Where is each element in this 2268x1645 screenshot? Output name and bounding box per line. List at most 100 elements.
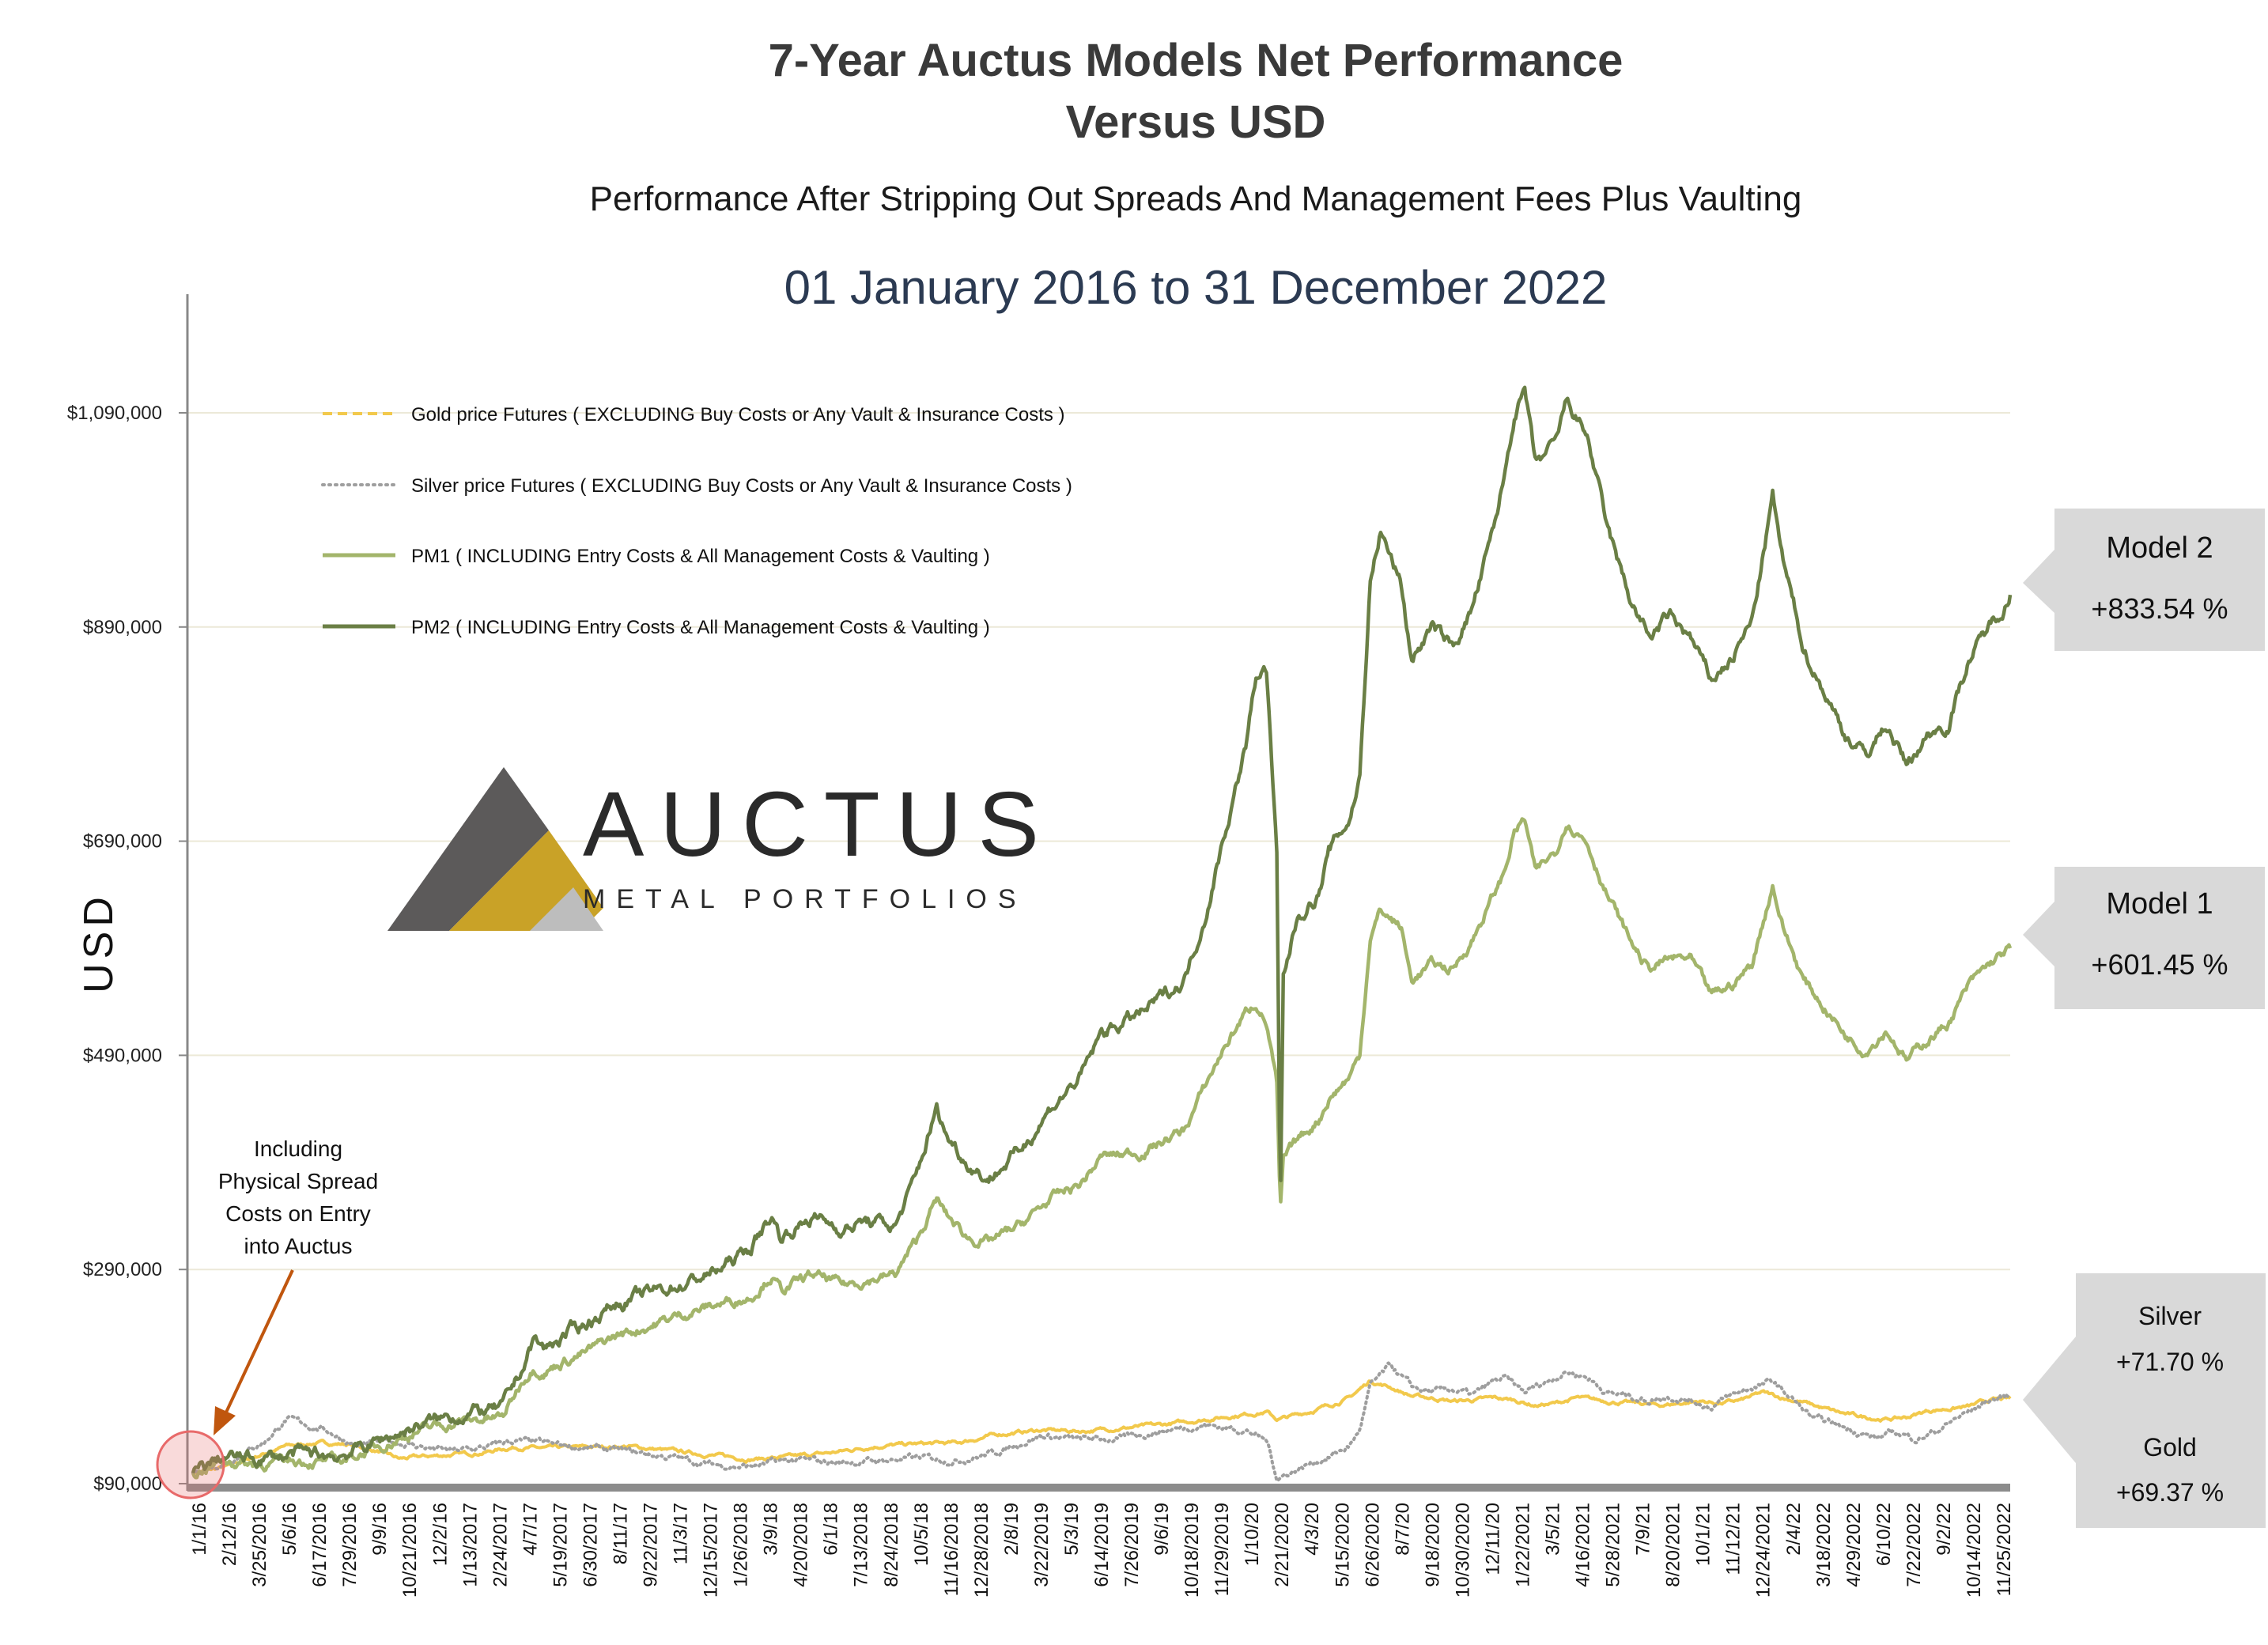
x-tick-label: 12/11/20 xyxy=(1482,1503,1503,1575)
x-tick-label: 8/20/2021 xyxy=(1663,1503,1684,1587)
logo-wordmark: AUCTUS xyxy=(583,773,1055,875)
legend: Gold price Futures ( EXCLUDING Buy Costs… xyxy=(321,404,1072,638)
annotation-line-1: Including xyxy=(254,1136,342,1161)
chart-title-line2: Versus USD xyxy=(1066,96,1326,148)
x-tick-label: 10/5/18 xyxy=(911,1503,932,1566)
x-tick-label: 6/26/2020 xyxy=(1362,1503,1383,1587)
chart-title: 7-Year Auctus Models Net Performance xyxy=(769,35,1624,86)
x-tick-label: 7/22/2022 xyxy=(1903,1503,1925,1587)
callout-model-1-box xyxy=(2054,867,2265,1009)
x-tick-labels: 1/1/16 2/12/16 3/25/2016 5/6/16 6/17/2016 7/2… xyxy=(189,1503,2015,1598)
x-tick-label: 5/15/2020 xyxy=(1332,1503,1353,1587)
x-tick-label: 6/10/22 xyxy=(1873,1503,1895,1566)
x-tick-label: 9/9/16 xyxy=(369,1503,391,1556)
callout-metals-box xyxy=(2076,1273,2266,1528)
x-tick-label: 7/13/2018 xyxy=(851,1503,872,1587)
legend-item-silver: Silver price Futures ( EXCLUDING Buy Cos… xyxy=(411,475,1072,497)
series-line-pm2 xyxy=(191,385,2013,1474)
x-tick-label: 4/16/2021 xyxy=(1573,1503,1594,1587)
x-tick-label: 10/1/21 xyxy=(1693,1503,1714,1566)
x-tick-label: 11/3/17 xyxy=(671,1503,692,1564)
x-tick-label: 6/1/18 xyxy=(821,1503,842,1556)
x-tick-label: 2/21/2020 xyxy=(1272,1503,1293,1587)
x-tick-label: 9/22/2017 xyxy=(641,1503,662,1587)
annotation-line-3: Costs on Entry xyxy=(225,1201,371,1226)
legend-item-pm1: PM1 ( INCLUDING Entry Costs & All Manage… xyxy=(411,546,990,567)
x-tick-label: 7/26/2019 xyxy=(1121,1503,1143,1587)
callout-model-2: Model 2 +833.54 % xyxy=(2023,509,2265,651)
x-tick-label: 7/29/2016 xyxy=(339,1503,361,1587)
series-lines xyxy=(191,385,2013,1483)
series-line-pm1 xyxy=(191,817,2013,1480)
x-tick-label: 1/10/20 xyxy=(1242,1503,1263,1566)
x-tick-label: 5/28/2021 xyxy=(1603,1503,1624,1587)
auctus-logo: AUCTUS METAL PORTFOLIOS xyxy=(387,767,1055,931)
x-tick-label: 3/22/2019 xyxy=(1031,1503,1053,1587)
x-tick-label: 8/24/2018 xyxy=(881,1503,902,1587)
callout-model-1-title: Model 1 xyxy=(2106,887,2213,921)
x-tick-label: 12/2/16 xyxy=(429,1503,451,1566)
x-tick-label: 1/22/2021 xyxy=(1512,1503,1533,1587)
x-tick-label: 10/30/2020 xyxy=(1452,1503,1473,1598)
annotation-line-4: into Auctus xyxy=(244,1234,353,1258)
x-tick-label: 3/5/21 xyxy=(1543,1503,1564,1556)
legend-item-gold: Gold price Futures ( EXCLUDING Buy Costs… xyxy=(411,404,1065,425)
callout-silver-title: Silver xyxy=(2138,1302,2202,1330)
x-tick-label: 11/29/2019 xyxy=(1211,1503,1233,1596)
x-tick-label: 8/11/17 xyxy=(610,1503,631,1564)
x-tick-label: 11/25/2022 xyxy=(1994,1503,2015,1596)
y-tick-labels: $90,000 $290,000 $490,000 $690,000 $890,000 $… xyxy=(67,403,162,1495)
legend-item-pm2: PM2 ( INCLUDING Entry Costs & All Manage… xyxy=(411,617,990,638)
logo-tagline: METAL PORTFOLIOS xyxy=(583,884,1027,914)
x-tick-label: 7/9/21 xyxy=(1633,1503,1654,1556)
x-tick-label: 5/19/2017 xyxy=(550,1503,571,1587)
callout-model-2-box xyxy=(2054,509,2265,651)
x-tick-label: 10/18/2019 xyxy=(1181,1503,1203,1598)
callout-silver-value: +71.70 % xyxy=(2116,1348,2224,1376)
x-tick-label: 9/6/19 xyxy=(1151,1503,1173,1556)
callout-model-2-title: Model 2 xyxy=(2106,531,2213,565)
callout-model-1-value: +601.45 % xyxy=(2091,948,2228,981)
x-tick-label: 4/7/17 xyxy=(520,1503,541,1556)
y-tick-label: $690,000 xyxy=(83,831,162,853)
annotation-arrow xyxy=(223,1269,294,1416)
x-tick-label: 11/16/2018 xyxy=(941,1503,962,1596)
callout-model-1-arrow xyxy=(2023,902,2054,966)
y-tick-label: $90,000 xyxy=(93,1473,162,1495)
x-tick-label: 2/24/2017 xyxy=(490,1503,511,1587)
callout-gold-title: Gold xyxy=(2143,1433,2197,1462)
x-tick-label: 1/1/16 xyxy=(189,1503,210,1556)
x-tick-label: 10/14/2022 xyxy=(1964,1503,1985,1598)
x-tick-label: 2/4/22 xyxy=(1783,1503,1805,1556)
grid-lines xyxy=(179,412,2010,1484)
x-tick-label: 12/24/2021 xyxy=(1753,1503,1775,1598)
y-tick-label: $490,000 xyxy=(83,1045,162,1066)
callout-metals-arrow xyxy=(2023,1337,2076,1463)
logo-triangle-dark xyxy=(387,767,549,931)
y-tick-label: $1,090,000 xyxy=(67,403,162,424)
chart-subtitle: Performance After Stripping Out Spreads … xyxy=(590,180,1802,218)
x-tick-label: 4/29/2022 xyxy=(1843,1503,1865,1587)
x-tick-label: 4/3/20 xyxy=(1302,1503,1323,1556)
annotation-arrowhead xyxy=(214,1406,236,1435)
y-tick-label: $290,000 xyxy=(83,1259,162,1280)
x-tick-label: 10/21/2016 xyxy=(399,1503,421,1598)
x-tick-label: 2/8/19 xyxy=(1001,1503,1022,1556)
x-tick-label: 1/26/2018 xyxy=(731,1503,752,1587)
x-tick-label: 11/12/21 xyxy=(1723,1503,1744,1575)
x-tick-label: 6/14/2019 xyxy=(1091,1503,1113,1587)
callout-gold-value: +69.37 % xyxy=(2116,1478,2224,1507)
x-tick-label: 9/2/22 xyxy=(1933,1503,1955,1556)
callout-model-1: Model 1 +601.45 % xyxy=(2023,867,2265,1009)
x-tick-label: 3/25/2016 xyxy=(249,1503,270,1587)
x-tick-label: 9/18/2020 xyxy=(1422,1503,1443,1587)
x-tick-label: 5/6/16 xyxy=(279,1503,301,1556)
callout-model-2-value: +833.54 % xyxy=(2091,592,2228,625)
series-line-gold-price-futures xyxy=(192,1379,2012,1475)
y-axis-label: USD xyxy=(76,892,122,993)
callout-model-2-arrow xyxy=(2023,550,2054,613)
x-tick-label: 2/12/16 xyxy=(219,1503,240,1566)
x-tick-label: 4/20/2018 xyxy=(791,1503,812,1587)
logo-triangle-light xyxy=(530,887,603,931)
